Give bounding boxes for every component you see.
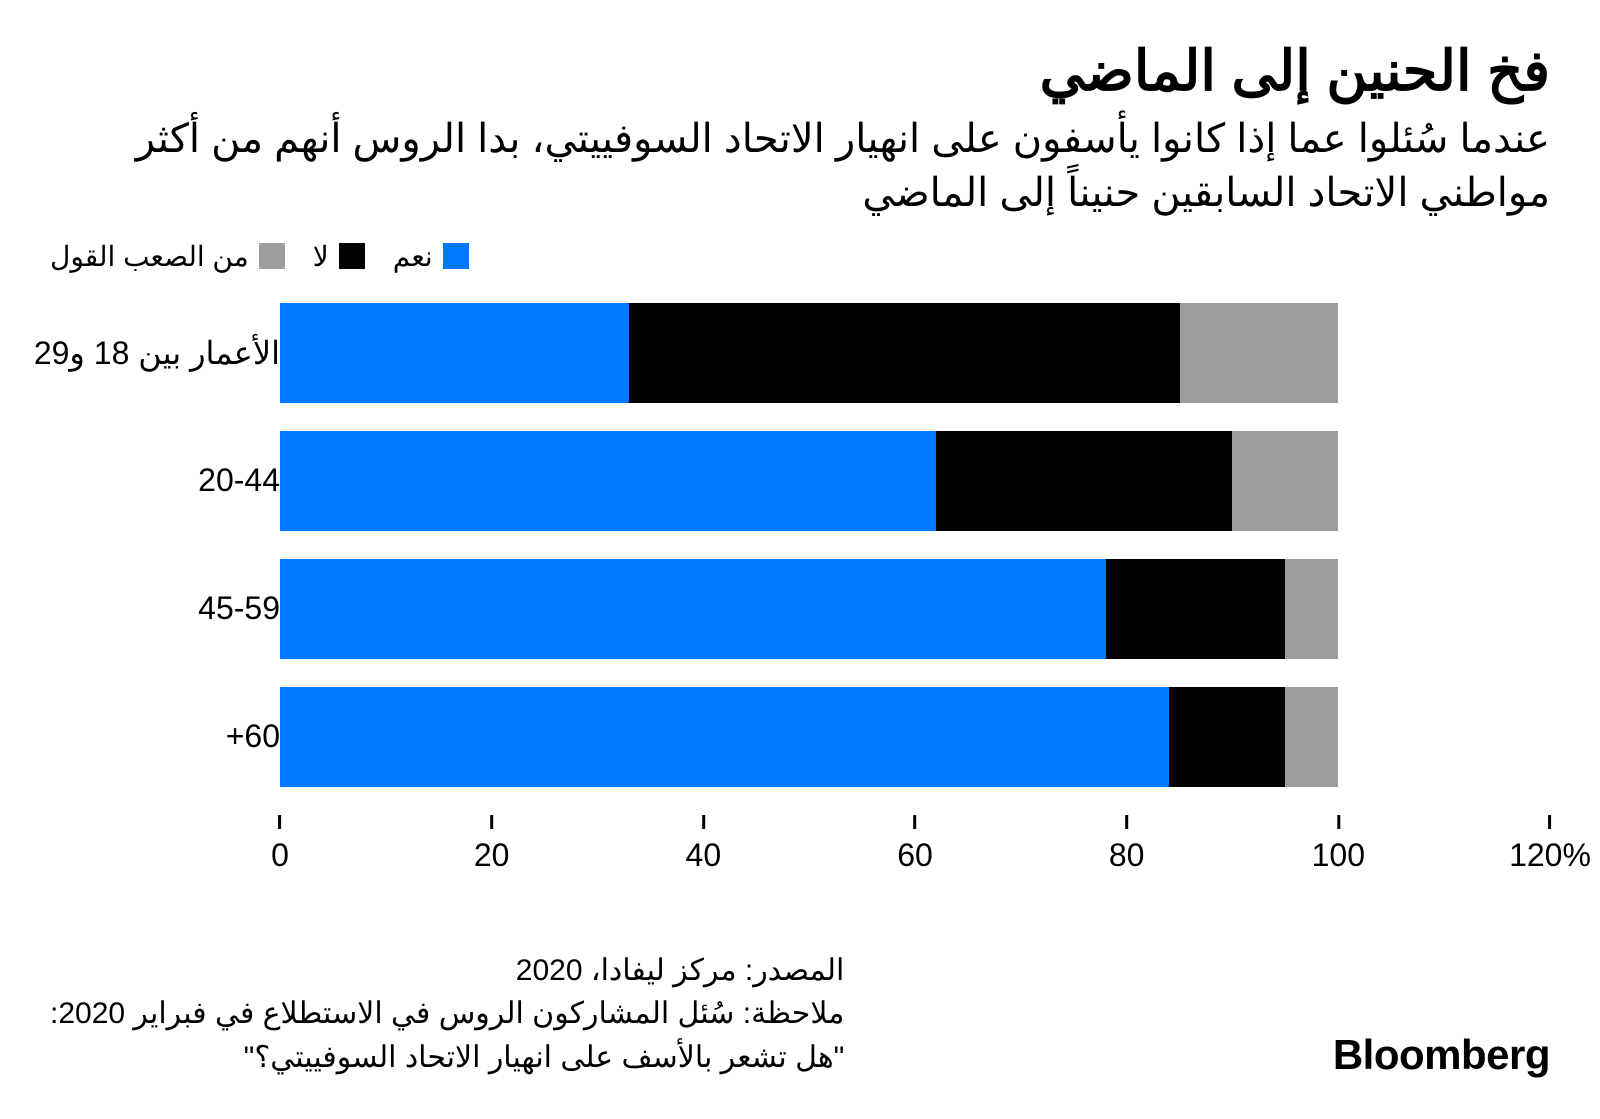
tick-mark bbox=[1125, 815, 1128, 829]
bar-segment-hard bbox=[1285, 687, 1338, 787]
legend-label-no: لا bbox=[313, 240, 329, 273]
bar-segment-hard bbox=[1232, 431, 1338, 531]
tick-label: 100 bbox=[1312, 837, 1365, 874]
footer-notes: المصدر: مركز ليفادا، 2020 ملاحظة: سُئل ا… bbox=[50, 949, 844, 1080]
note-line-2: "هل تشعر بالأسف على انهيار الاتحاد السوف… bbox=[50, 1036, 844, 1080]
bar-segment-hard bbox=[1180, 303, 1339, 403]
legend-swatch-hard bbox=[259, 243, 285, 269]
tick-mark bbox=[278, 815, 281, 829]
tick-label: 40 bbox=[686, 837, 722, 874]
bar-segment-yes bbox=[280, 431, 936, 531]
x-axis-tick: 120% bbox=[1509, 815, 1591, 875]
tick-label: 0 bbox=[271, 837, 289, 874]
bar-row: 45-59 bbox=[50, 559, 1550, 659]
tick-mark bbox=[1549, 815, 1552, 829]
tick-mark bbox=[702, 815, 705, 829]
bar-track bbox=[280, 687, 1550, 787]
bar-segment-no bbox=[936, 431, 1232, 531]
legend-item-yes: نعم bbox=[393, 240, 469, 273]
bar-row: الأعمار بين 18 و29 bbox=[50, 303, 1550, 403]
x-axis-tick: 20 bbox=[474, 815, 510, 875]
x-axis-tick: 80 bbox=[1109, 815, 1145, 875]
x-axis-tick: 100 bbox=[1312, 815, 1365, 875]
bar-row-label: 45-59 bbox=[50, 590, 280, 627]
bar-segment-no bbox=[629, 303, 1179, 403]
bar-segment-no bbox=[1106, 559, 1286, 659]
x-axis-tick: 0 bbox=[271, 815, 289, 875]
bar-row-label: 20-44 bbox=[50, 462, 280, 499]
bar-row-label: الأعمار بين 18 و29 bbox=[50, 334, 280, 372]
chart-subtitle: عندما سُئلوا عما إذا كانوا يأسفون على ان… bbox=[50, 112, 1550, 220]
bar-segment-yes bbox=[280, 559, 1106, 659]
legend-item-hard: من الصعب القول bbox=[50, 240, 285, 273]
legend-label-hard: من الصعب القول bbox=[50, 240, 249, 273]
bar-track bbox=[280, 431, 1550, 531]
tick-mark bbox=[490, 815, 493, 829]
bar-segment-no bbox=[1169, 687, 1285, 787]
tick-label: 120% bbox=[1509, 837, 1591, 874]
legend-label-yes: نعم bbox=[393, 240, 433, 273]
legend: نعم لا من الصعب القول bbox=[50, 240, 1550, 273]
x-axis-tick: 60 bbox=[897, 815, 933, 875]
bar-track bbox=[280, 559, 1550, 659]
tick-label: 60 bbox=[897, 837, 933, 874]
x-axis-tick: 40 bbox=[686, 815, 722, 875]
tick-label: 20 bbox=[474, 837, 510, 874]
tick-mark bbox=[914, 815, 917, 829]
chart-title: فخ الحنين إلى الماضي bbox=[50, 40, 1550, 102]
tick-label: 80 bbox=[1109, 837, 1145, 874]
bar-track bbox=[280, 303, 1550, 403]
bar-row-label: 60+ bbox=[50, 718, 280, 755]
bar-segment-yes bbox=[280, 303, 629, 403]
bar-segment-hard bbox=[1285, 559, 1338, 659]
legend-swatch-yes bbox=[443, 243, 469, 269]
bar-row: 60+ bbox=[50, 687, 1550, 787]
source-line: المصدر: مركز ليفادا، 2020 bbox=[50, 949, 844, 993]
note-line-1: ملاحظة: سُئل المشاركون الروس في الاستطلا… bbox=[50, 992, 844, 1036]
legend-swatch-no bbox=[339, 243, 365, 269]
chart-area: الأعمار بين 18 و29 20-44 45-59 60+ 0 20 40 60 80… bbox=[50, 303, 1550, 875]
tick-mark bbox=[1337, 815, 1340, 829]
brand-logo: Bloomberg bbox=[1333, 1031, 1550, 1079]
x-axis: 020406080100120% bbox=[280, 815, 1550, 875]
bar-segment-yes bbox=[280, 687, 1169, 787]
bar-row: 20-44 bbox=[50, 431, 1550, 531]
legend-item-no: لا bbox=[313, 240, 365, 273]
